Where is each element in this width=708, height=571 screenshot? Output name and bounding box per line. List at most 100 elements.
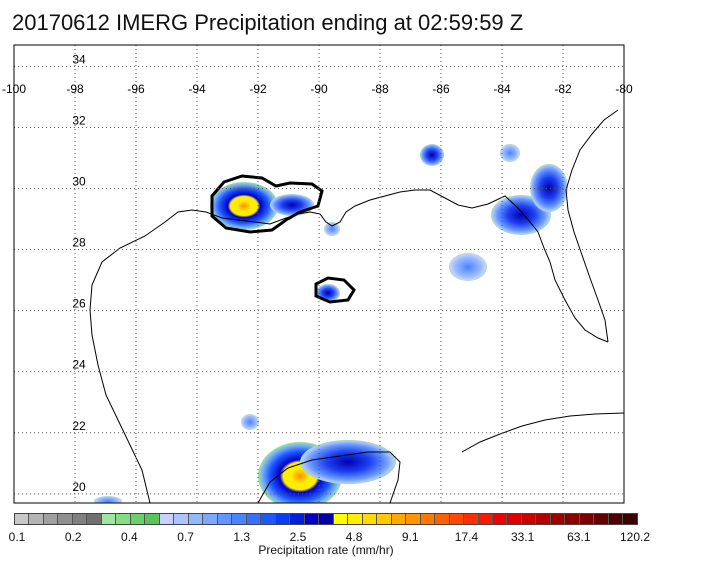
colorbar-tick: 2.5 (289, 530, 307, 544)
precip-cell-gulf-small (316, 284, 340, 302)
colorbar-swatch (536, 514, 551, 524)
precip-cell-sw-corner (94, 496, 122, 503)
precip-cell-yucatan-west (241, 414, 259, 430)
colorbar-tick: 0.7 (177, 530, 194, 544)
colorbar-tick: 4.8 (345, 530, 363, 544)
colorbar-swatch (608, 514, 624, 524)
colorbar-swatch (246, 514, 262, 524)
colorbar (14, 513, 638, 525)
colorbar-swatch (521, 514, 537, 524)
colorbar-swatch (507, 514, 522, 524)
map-frame (13, 44, 625, 504)
florida-east-coastline (565, 109, 619, 343)
lat-tick-label: 24 (72, 358, 86, 372)
colorbar-tick: 9.1 (401, 530, 419, 544)
colorbar-tick: 63.1 (567, 530, 591, 544)
colorbar-tick: 33.1 (510, 530, 535, 544)
colorbar-swatch (43, 514, 59, 524)
colorbar-swatch (623, 514, 637, 524)
precip-cell-florida-north (530, 164, 568, 212)
lat-tick-label: 22 (72, 419, 86, 433)
colorbar-swatch (420, 514, 436, 524)
coastlines (89, 109, 624, 503)
precip-cells (94, 144, 568, 503)
colorbar-swatch (594, 514, 609, 524)
lon-tick-label: -90 (310, 82, 328, 96)
gulf-coastline (89, 189, 609, 503)
colorbar-swatch (130, 514, 146, 524)
lat-tick-label: 26 (72, 297, 86, 311)
lon-tick-label: -98 (66, 82, 84, 96)
colorbar-swatch (188, 514, 204, 524)
map-title: 20170612 IMERG Precipitation ending at 0… (12, 10, 524, 35)
contour-gulf-small (314, 276, 356, 304)
colorbar-tick: 0.4 (121, 530, 138, 544)
lon-tick-label: -96 (127, 82, 145, 96)
colorbar-swatch (116, 514, 131, 524)
colorbar-swatch (261, 514, 276, 524)
colorbar-tick: 0.2 (64, 530, 82, 544)
lon-tick-label: -82 (554, 82, 572, 96)
yucatan-coastline (257, 451, 401, 503)
precip-cell-louisiana-coast-core (210, 182, 278, 230)
colorbar-swatch (565, 514, 580, 524)
colorbar-swatch (217, 514, 233, 524)
colorbar-swatch (319, 514, 334, 524)
colorbar-swatch (449, 514, 465, 524)
lon-tick-label: -86 (432, 82, 450, 96)
colorbar-swatch (145, 514, 160, 524)
map-area (14, 45, 624, 503)
lat-tick-label: 34 (72, 52, 86, 66)
latitude-labels: 34 32 30 28 26 24 22 20 (72, 52, 86, 493)
colorbar-swatch (58, 514, 73, 524)
colorbar-swatch (478, 514, 493, 524)
lon-tick-label: -100 (2, 82, 26, 96)
cuba-coastline (461, 412, 624, 453)
colorbar-swatch (391, 514, 407, 524)
colorbar-swatch (72, 514, 88, 524)
colorbar-tick: 1.3 (233, 530, 251, 544)
lat-tick-label: 28 (72, 236, 86, 250)
precip-cell-georgia (500, 144, 520, 162)
precip-cell-alabama (420, 144, 444, 166)
precip-cell-mississippi-delta (324, 222, 340, 236)
colorbar-swatch (550, 514, 566, 524)
lat-tick-label: 30 (72, 175, 86, 189)
lon-tick-label: -88 (371, 82, 389, 96)
colorbar-swatch (159, 514, 175, 524)
colorbar-title: Precipitation rate (mm/hr) (258, 543, 394, 557)
colorbar-swatch (348, 514, 363, 524)
longitude-labels: -100 -98 -96 -94 -92 -90 -88 -86 -84 -82 -80 (2, 82, 633, 96)
colorbar-swatch (362, 514, 378, 524)
colorbar-swatch (203, 514, 218, 524)
precip-cell-gulf-central (449, 253, 487, 281)
colorbar-tick: 17.4 (454, 530, 479, 544)
lon-tick-label: -92 (249, 82, 267, 96)
lon-tick-label: -80 (615, 82, 633, 96)
colorbar-swatch (333, 514, 349, 524)
gridlines (14, 45, 624, 503)
colorbar-swatch (377, 514, 392, 524)
colorbar-swatch (406, 514, 421, 524)
colorbar-swatch (492, 514, 508, 524)
lon-tick-label: -94 (188, 82, 206, 96)
colorbar-swatch (87, 514, 102, 524)
colorbar-swatch (232, 514, 247, 524)
colorbar-swatch (579, 514, 595, 524)
colorbar-swatch (174, 514, 189, 524)
colorbar-tick: 0.1 (8, 530, 26, 544)
colorbar-swatch (15, 514, 30, 524)
lat-tick-label: 32 (72, 113, 86, 127)
colorbar-swatch (275, 514, 291, 524)
colorbar-swatch (290, 514, 305, 524)
colorbar-swatch (464, 514, 479, 524)
heavy-precip-contours (210, 174, 356, 304)
colorbar-swatch (435, 514, 450, 524)
colorbar-swatch (304, 514, 320, 524)
colorbar-swatch (101, 514, 117, 524)
lat-tick-label: 20 (72, 480, 86, 494)
precip-cell-yucatan-east (300, 440, 396, 484)
colorbar-tick: 120.2 (619, 530, 651, 544)
colorbar-swatch (29, 514, 44, 524)
